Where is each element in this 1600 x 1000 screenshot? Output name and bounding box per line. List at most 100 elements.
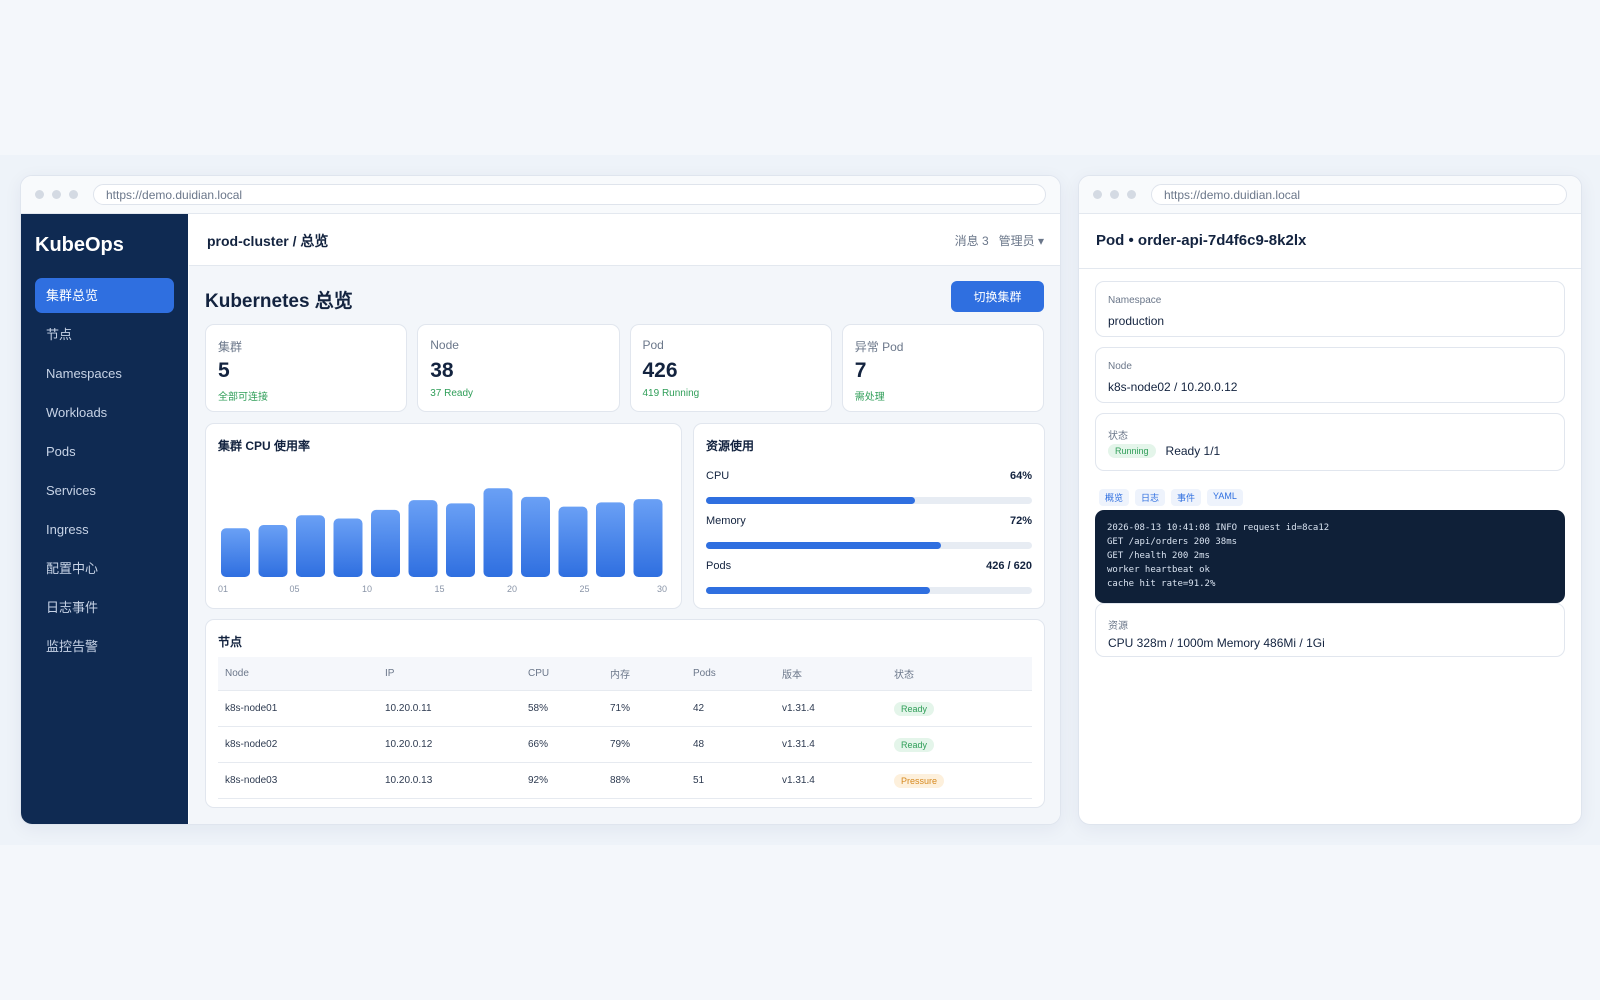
sidebar-item-nodes[interactable]: 节点 xyxy=(46,327,73,342)
messages-link[interactable]: 消息 3 xyxy=(954,234,989,248)
sidebar-item-logs-events[interactable]: 日志事件 xyxy=(46,600,99,615)
table-row[interactable]: k8s-node01 10.20.0.11 58% 71% 42 v1.31.4… xyxy=(218,690,1032,727)
tab-logs[interactable]: 日志 xyxy=(1135,489,1166,506)
cpu-cell: 92% xyxy=(521,762,603,799)
column-header[interactable]: Node xyxy=(218,657,378,691)
stat-label: Pod xyxy=(642,338,664,352)
field-value: k8s-node02 / 10.20.0.12 xyxy=(1108,380,1238,394)
resource-name: Pods xyxy=(706,560,732,572)
version-cell: v1.31.4 xyxy=(775,690,887,727)
sidebar-item-workloads[interactable]: Workloads xyxy=(46,405,108,420)
x-tick-label: 20 xyxy=(507,584,517,594)
column-header[interactable]: IP xyxy=(378,657,521,691)
sidebar-item-cluster-overview[interactable]: 集群总览 xyxy=(35,278,174,313)
sidebar-item-pods[interactable]: Pods xyxy=(46,444,76,459)
status-badge: Pressure xyxy=(894,773,945,788)
top-right-actions: 消息 3 管理员 ▾ xyxy=(955,232,1044,249)
log-line: cache hit rate=91.2% xyxy=(1107,579,1216,589)
stat-label: 集群 xyxy=(218,340,243,354)
field-label: 状态 xyxy=(1108,431,1128,442)
stat-label: Node xyxy=(430,338,459,352)
node-name-cell[interactable]: k8s-node03 xyxy=(218,762,378,799)
tab-events[interactable]: 事件 xyxy=(1171,489,1202,506)
resource-name: Memory xyxy=(706,515,746,527)
column-header[interactable]: Pods xyxy=(686,657,775,691)
address-bar[interactable]: https://demo.duidian.local xyxy=(1151,184,1567,205)
cpu-chart-title: 集群 CPU 使用率 xyxy=(218,439,311,453)
cpu-bar xyxy=(521,496,550,577)
tab-yaml[interactable]: YAML xyxy=(1207,489,1243,506)
stat-card-pods: Pod 426 419 Running xyxy=(629,324,832,412)
stat-subtext: 419 Running xyxy=(642,388,700,399)
status-cell: Pressure xyxy=(887,762,1032,799)
namespace-field: Namespace production xyxy=(1095,281,1565,337)
nodes-card: 节点 Node IP CPU 内存 Pods 版本 状态 k8s-node xyxy=(205,619,1045,808)
stat-value: 7 xyxy=(854,359,867,382)
column-header[interactable]: 内存 xyxy=(603,657,686,691)
x-tick-label: 15 xyxy=(435,584,445,594)
cpu-usage-card: 集群 CPU 使用率 01 05 10 15 20 25 30 xyxy=(205,423,682,609)
resource-usage-title: 资源使用 xyxy=(706,439,755,453)
stat-subtext: 需处理 xyxy=(854,392,885,403)
stat-cards: 集群 5 全部可连接 Node 38 37 Ready Pod 426 419 … xyxy=(205,324,1044,412)
log-viewer[interactable]: 2026-08-13 10:41:08 INFO request id=8ca1… xyxy=(1095,510,1565,603)
pods-cell: 42 xyxy=(686,690,775,727)
cpu-bar xyxy=(408,500,438,577)
status-field: 状态 Running Ready 1/1 xyxy=(1095,413,1565,471)
nodes-table-title: 节点 xyxy=(218,635,243,649)
user-menu[interactable]: 管理员 ▾ xyxy=(998,234,1044,248)
window-controls[interactable] xyxy=(35,190,78,199)
node-name-cell[interactable]: k8s-node02 xyxy=(218,726,378,763)
node-name-cell[interactable]: k8s-node01 xyxy=(218,690,378,727)
switch-cluster-button[interactable]: 切换集群 xyxy=(951,281,1044,312)
cpu-bar xyxy=(371,509,400,577)
status-cell: Ready xyxy=(887,726,1032,763)
resource-progress-fill xyxy=(706,587,930,594)
stat-label: 异常 Pod xyxy=(854,340,904,354)
pod-tabs: 概览 日志 事件 YAML xyxy=(1099,489,1243,506)
top-bar: prod-cluster / 总览 消息 3 管理员 ▾ xyxy=(189,214,1060,266)
address-bar[interactable]: https://demo.duidian.local xyxy=(93,184,1046,205)
sidebar-item-ingress[interactable]: Ingress xyxy=(46,522,89,537)
field-label: Namespace xyxy=(1108,295,1162,306)
resources-field: 资源 CPU 328m / 1000m Memory 486Mi / 1Gi xyxy=(1095,603,1565,657)
pod-detail-window: https://demo.duidian.local Pod • order-a… xyxy=(1078,175,1582,825)
column-header[interactable]: 状态 xyxy=(887,657,1032,691)
cpu-bar xyxy=(221,528,250,577)
stat-value: 38 xyxy=(430,359,454,382)
sidebar-item-monitoring-alerts[interactable]: 监控告警 xyxy=(46,639,99,654)
cpu-bar xyxy=(633,499,663,577)
cpu-bar xyxy=(596,502,625,577)
sidebar-item-services[interactable]: Services xyxy=(46,483,96,498)
app-logo: KubeOps xyxy=(35,234,124,256)
stat-subtext: 全部可连接 xyxy=(218,392,268,403)
log-line: GET /health 200 2ms xyxy=(1107,551,1210,561)
status-badge: Ready xyxy=(894,737,935,752)
field-value: CPU 328m / 1000m Memory 486Mi / 1Gi xyxy=(1108,636,1325,650)
version-cell: v1.31.4 xyxy=(775,726,887,763)
sidebar-item-config-center[interactable]: 配置中心 xyxy=(46,561,99,576)
resource-value: 426 / 620 xyxy=(986,560,1032,572)
resource-row-cpu: CPU 64% xyxy=(706,470,1032,510)
stat-subtext: 37 Ready xyxy=(430,388,474,399)
resource-row-pods: Pods 426 / 620 xyxy=(706,560,1032,600)
table-row[interactable]: k8s-node02 10.20.0.12 66% 79% 48 v1.31.4… xyxy=(218,726,1032,763)
column-header[interactable]: 版本 xyxy=(775,657,887,691)
status-badge: Running xyxy=(1108,444,1156,458)
pod-header: Pod • order-api-7d4f6c9-8k2lx xyxy=(1079,214,1581,269)
resource-value: 72% xyxy=(1009,515,1032,527)
field-label: Node xyxy=(1108,361,1132,372)
resource-progress-track xyxy=(706,497,1032,504)
table-row[interactable]: k8s-node03 10.20.0.13 92% 88% 51 v1.31.4… xyxy=(218,762,1032,799)
sidebar-nav: 集群总览 节点 Namespaces Workloads Pods Servic… xyxy=(35,278,174,668)
sidebar-item-namespaces[interactable]: Namespaces xyxy=(46,366,122,381)
log-line: worker heartbeat ok xyxy=(1107,565,1210,575)
log-line: GET /api/orders 200 38ms xyxy=(1107,537,1238,547)
column-header[interactable]: CPU xyxy=(521,657,603,691)
pod-title: Pod • order-api-7d4f6c9-8k2lx xyxy=(1096,232,1307,249)
x-tick-label: 01 xyxy=(218,584,228,594)
tab-overview[interactable]: 概览 xyxy=(1099,489,1130,506)
window-controls[interactable] xyxy=(1093,190,1136,199)
main-browser-window: https://demo.duidian.local KubeOps 集群总览 … xyxy=(20,175,1061,825)
memory-cell: 79% xyxy=(603,726,686,763)
